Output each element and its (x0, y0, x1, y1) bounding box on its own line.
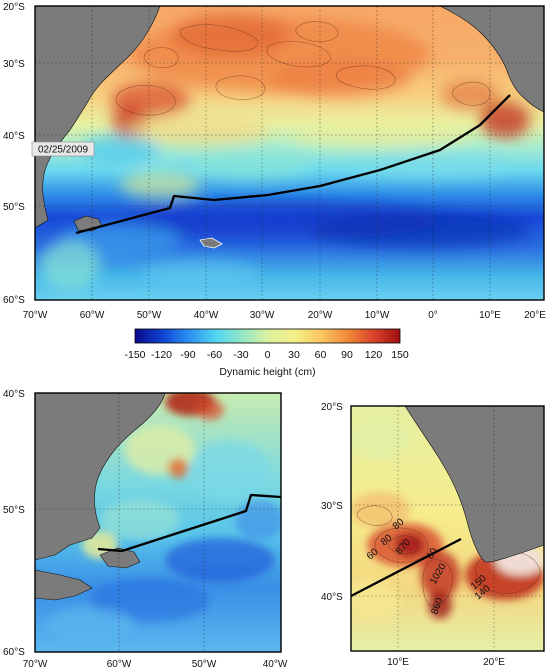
left-lat-label: 40°S (3, 389, 25, 400)
main-lat-label: 40°S (3, 131, 25, 142)
colorbar-tick: 60 (315, 349, 327, 361)
colorbar-tick: -60 (207, 349, 222, 361)
left-lon-label: 40°W (263, 659, 288, 670)
left-field-blobs (45, 393, 281, 643)
colorbar-tick: 120 (365, 349, 383, 361)
main-lon-label: 10°W (365, 310, 390, 321)
main-lon-label: 20°E (524, 310, 546, 321)
colorbar-tick: -30 (233, 349, 248, 361)
right-inset-frame (350, 405, 545, 652)
main-lat-label: 60°S (3, 295, 25, 306)
right-section-line (351, 537, 462, 598)
patagonia-land (35, 393, 166, 561)
left-inset-map: 40°S 50°S 60°S 70°W 60°W 50°W 40°W (3, 389, 288, 670)
right-lat-label: 20°S (321, 402, 343, 413)
left-lon-label: 50°W (192, 659, 217, 670)
colorbar-tick: -150 (124, 349, 145, 361)
left-lon-label: 60°W (107, 659, 132, 670)
south-america-land (35, 6, 161, 229)
main-lon-labels: 70°W 60°W 50°W 40°W 30°W 20°W 10°W 0° 10… (23, 310, 547, 321)
main-lon-label: 20°W (308, 310, 333, 321)
colorbar-tick: 30 (288, 349, 300, 361)
main-lat-label: 30°S (3, 59, 25, 70)
colorbar-tick: 0 (265, 349, 271, 361)
main-lat-labels: 20°S 30°S 40°S 50°S 60°S (3, 2, 25, 306)
colorbar-label: Dynamic height (cm) (219, 366, 315, 378)
main-lon-label: 70°W (23, 310, 48, 321)
right-field-blobs (351, 420, 544, 620)
colorbar-tick: -120 (151, 349, 172, 361)
date-text: 02/25/2009 (38, 145, 88, 156)
left-lat-label: 50°S (3, 505, 25, 516)
main-lon-label: 60°W (80, 310, 105, 321)
left-land (35, 393, 166, 601)
right-lat-label: 30°S (321, 501, 343, 512)
left-graticule (35, 393, 281, 652)
main-lat-label: 20°S (3, 2, 25, 13)
date-label: 02/25/2009 (31, 141, 95, 157)
main-contours (115, 21, 491, 116)
right-lon-labels: 10°E 20°E (387, 657, 505, 668)
main-lon-label: 40°W (194, 310, 219, 321)
colorbar-ticks: -150 -120 -90 -60 -30 0 30 60 90 120 150 (124, 349, 408, 361)
right-graticule (351, 406, 544, 651)
left-section-line (97, 493, 281, 553)
left-lat-labels: 40°S 50°S 60°S (3, 389, 25, 658)
south-georgia-island (199, 237, 223, 249)
main-graticule (35, 6, 544, 300)
main-field-blobs (40, 13, 530, 290)
tierra-del-fuego (35, 569, 93, 601)
main-lon-label: 10°E (479, 310, 501, 321)
colorbar: -150 -120 -90 -60 -30 0 30 60 90 120 150… (124, 328, 409, 378)
right-lat-label: 40°S (321, 592, 343, 603)
colorbar-tick: 150 (391, 349, 409, 361)
right-lon-label: 20°E (483, 657, 505, 668)
main-lat-label: 50°S (3, 202, 25, 213)
main-map: 02/25/2009 20°S 30°S 40°S 50°S 60°S 70°W… (3, 2, 546, 321)
left-inset-frame (34, 392, 282, 653)
right-land (404, 406, 544, 563)
right-inset-map: 80 60 80 870 60 1020 860 150 140 20°S 30… (321, 402, 545, 668)
main-lon-label: 30°W (250, 310, 275, 321)
colorbar-tick: -90 (180, 349, 195, 361)
right-lat-labels: 20°S 30°S 40°S (321, 402, 343, 603)
main-section-line (75, 94, 511, 235)
right-lon-label: 10°E (387, 657, 409, 668)
left-lon-labels: 70°W 60°W 50°W 40°W (23, 659, 288, 670)
left-falkland-islands (99, 547, 141, 569)
africa-land (439, 6, 544, 113)
left-lon-label: 70°W (23, 659, 48, 670)
southern-africa-land (404, 406, 544, 563)
contour-label: 60 (425, 546, 440, 562)
main-lon-label: 50°W (137, 310, 162, 321)
colorbar-ramp (134, 328, 401, 344)
main-lon-label: 0° (428, 310, 438, 321)
colorbar-tick: 90 (341, 349, 353, 361)
left-lat-label: 60°S (3, 647, 25, 658)
